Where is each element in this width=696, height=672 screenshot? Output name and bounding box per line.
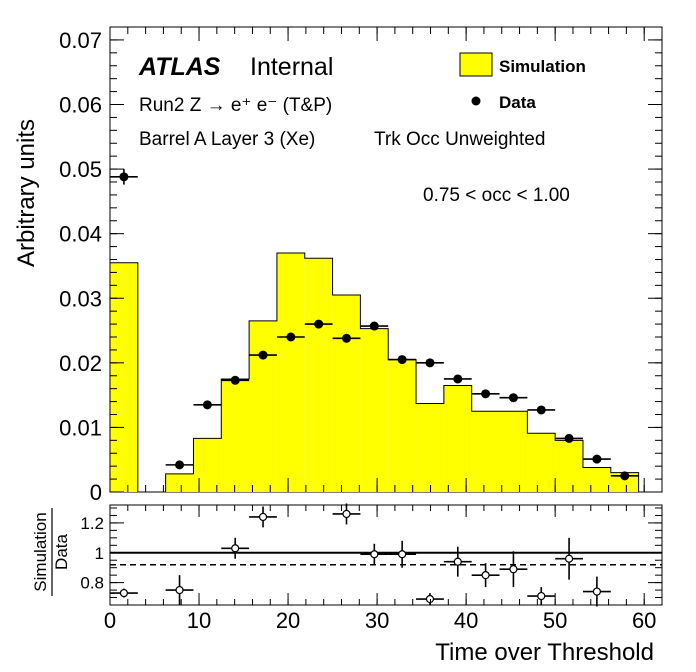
data-point [564,433,574,443]
y-tick-label: 0.06 [59,93,102,118]
ratio-y-tick-label: 0.8 [80,574,104,593]
sim-bar [416,403,444,492]
x-tick-label: 10 [187,608,211,633]
ratio-point [231,544,240,553]
y-tick-label: 0.07 [59,28,102,53]
data-point [119,172,129,182]
data-point [369,321,379,331]
ratio-point [258,512,268,522]
data-point [508,393,518,403]
data-point [202,400,212,410]
data-point [258,350,268,360]
data-point [453,374,463,384]
data-point [536,405,546,415]
ratio-point [592,587,601,596]
ratio-y-title-numerator: Simulation [31,512,50,591]
sim-bar [165,473,194,492]
data-points [110,169,639,481]
ratio-point [537,591,546,601]
ratio-point [509,565,518,574]
ratio-plot-frame [109,504,663,606]
ratio-y-tick-label: 1 [95,544,104,563]
ratio-reference-lines [110,551,662,566]
ratio-y-title: Simulation Data [31,508,71,596]
sim-bar [360,328,389,492]
occ-label: 0.75 < occ < 1.00 [423,185,570,206]
legend-simulation-swatch [459,52,493,77]
sim-bar [443,385,472,492]
y-axis-title: Arbitrary units [13,119,40,267]
ratio-point [564,554,574,563]
ratio-point [398,550,407,559]
x-axis-title: Time over Threshold [435,639,654,666]
sim-bar [527,433,556,492]
y-tick-label: 0.05 [59,157,102,182]
data-point [425,358,435,368]
ratio-axes: 0.8 1 1.2 0 10 20 30 40 50 60 [80,505,663,633]
sim-bar [221,378,250,492]
data-point [314,319,324,329]
data-point [592,454,602,464]
data-point [397,355,407,365]
x-tick-label: 50 [543,608,567,633]
ratio-y-title-denominator: Data [52,534,71,570]
x-tick-label: 30 [365,608,389,633]
ratio-point [342,509,351,519]
x-tick-label: 20 [276,608,300,633]
sim-bar [555,440,583,492]
sim-outline [109,252,640,493]
x-tick-label: 0 [104,608,116,633]
ratio-point [481,571,490,580]
atlas-label: ATLAS [138,53,221,81]
sim-bar [249,320,277,492]
run-label: Run2 Z → e⁺ e⁻ (T&P) [139,95,332,116]
legend-simulation-label: Simulation [499,57,586,76]
simulation-histogram [109,252,640,493]
y-tick-label: 0.03 [59,286,102,311]
internal-label: Internal [250,53,333,81]
y-tick-label: 0.04 [59,222,102,247]
y-tick-label: 0.01 [59,415,102,440]
ratio-point [119,588,129,598]
data-point [481,389,491,399]
legend-data-marker [471,96,481,106]
x-tick-label: 40 [454,608,478,633]
ratio-point [425,594,435,604]
main-axes: 0 0.01 0.02 0.03 0.04 0.05 0.06 0.07 [59,26,663,505]
data-point [230,375,240,385]
mode-label: Trk Occ Unweighted [374,129,545,150]
x-tick-label: 60 [632,608,656,633]
sim-bar [276,253,305,492]
sim-bar [388,359,417,492]
ratio-point [453,557,462,566]
region-label: Barrel A Layer 3 (Xe) [139,129,315,150]
sim-bar [193,438,222,492]
sim-bar [582,467,611,492]
ratio-point [370,550,379,559]
ratio-y-tick-label: 1.2 [80,514,104,533]
ratio-points [110,503,611,607]
data-point [286,332,296,342]
sim-bar [110,262,138,492]
sim-bar [471,411,500,492]
sim-bar [610,472,639,492]
sim-bar [332,295,361,492]
sim-bar [499,411,528,492]
y-tick-label: 0 [90,480,102,505]
legend-data-label: Data [499,93,536,112]
data-point [620,471,630,481]
data-point [175,460,185,470]
ratio-point [175,585,184,595]
sim-bar [304,258,333,492]
y-tick-label: 0.02 [59,351,102,376]
data-point [341,333,351,343]
